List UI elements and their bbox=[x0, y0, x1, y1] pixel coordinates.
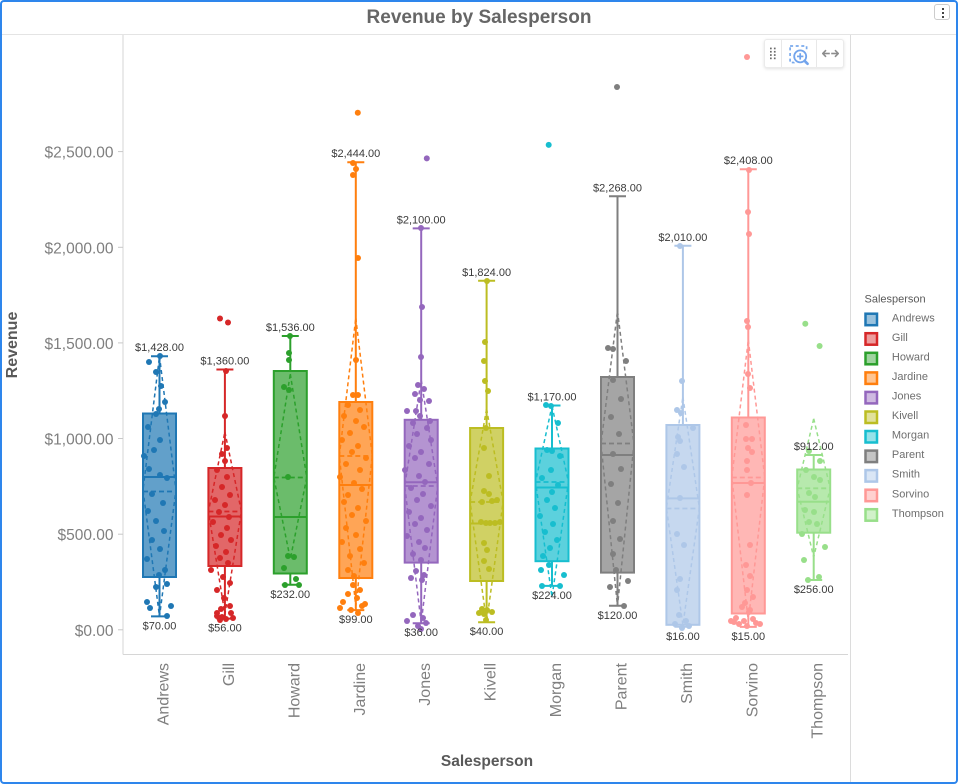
svg-text:$56.00: $56.00 bbox=[208, 623, 242, 635]
svg-text:Jardine: Jardine bbox=[352, 663, 369, 716]
svg-text:Kivell: Kivell bbox=[483, 663, 500, 701]
svg-text:Smith: Smith bbox=[892, 469, 920, 481]
svg-text:$2,408.00: $2,408.00 bbox=[724, 155, 773, 167]
svg-text:Parent: Parent bbox=[892, 449, 924, 461]
svg-text:Gill: Gill bbox=[221, 663, 238, 686]
svg-text:$0.00: $0.00 bbox=[75, 623, 114, 640]
svg-text:Jones: Jones bbox=[417, 663, 434, 706]
svg-text:Revenue: Revenue bbox=[4, 312, 21, 379]
svg-text:$224.00: $224.00 bbox=[532, 590, 572, 602]
svg-text:$2,268.00: $2,268.00 bbox=[593, 182, 642, 194]
svg-text:$2,100.00: $2,100.00 bbox=[397, 214, 446, 226]
svg-text:$1,000.00: $1,000.00 bbox=[45, 432, 114, 449]
svg-text:$1,428.00: $1,428.00 bbox=[135, 342, 184, 354]
svg-text:Sorvino: Sorvino bbox=[744, 663, 761, 717]
svg-text:$99.00: $99.00 bbox=[339, 614, 373, 626]
svg-text:Sorvino: Sorvino bbox=[892, 488, 929, 500]
svg-text:$120.00: $120.00 bbox=[598, 610, 638, 622]
svg-text:Jardine: Jardine bbox=[892, 371, 928, 383]
svg-text:Andrews: Andrews bbox=[156, 663, 173, 725]
svg-text:$256.00: $256.00 bbox=[794, 584, 834, 596]
svg-text:$1,170.00: $1,170.00 bbox=[528, 392, 577, 404]
svg-text:$2,444.00: $2,444.00 bbox=[331, 148, 380, 160]
svg-text:$2,000.00: $2,000.00 bbox=[45, 240, 114, 257]
svg-text:Parent: Parent bbox=[614, 662, 631, 710]
svg-text:$912.00: $912.00 bbox=[794, 441, 834, 453]
svg-text:$1,824.00: $1,824.00 bbox=[462, 267, 511, 279]
svg-text:$2,010.00: $2,010.00 bbox=[658, 232, 707, 244]
svg-text:Smith: Smith bbox=[679, 663, 696, 704]
svg-text:Jones: Jones bbox=[892, 391, 922, 403]
svg-text:Salesperson: Salesperson bbox=[441, 753, 533, 770]
svg-text:Howard: Howard bbox=[286, 663, 303, 718]
svg-text:$500.00: $500.00 bbox=[57, 527, 113, 544]
svg-text:Howard: Howard bbox=[892, 351, 930, 363]
svg-text:Thompson: Thompson bbox=[810, 663, 827, 739]
svg-text:$70.00: $70.00 bbox=[143, 620, 177, 632]
svg-text:$16.00: $16.00 bbox=[666, 631, 700, 643]
svg-text:$232.00: $232.00 bbox=[270, 589, 310, 601]
svg-text:$1,536.00: $1,536.00 bbox=[266, 322, 315, 334]
svg-text:$1,500.00: $1,500.00 bbox=[45, 336, 114, 353]
svg-text:Kivell: Kivell bbox=[892, 410, 918, 422]
svg-text:Morgan: Morgan bbox=[548, 663, 565, 717]
svg-text:$15.00: $15.00 bbox=[731, 631, 765, 643]
svg-text:$1,360.00: $1,360.00 bbox=[200, 356, 249, 368]
svg-text:$40.00: $40.00 bbox=[470, 626, 504, 638]
svg-text:Thompson: Thompson bbox=[892, 508, 944, 520]
svg-text:Salesperson: Salesperson bbox=[865, 294, 926, 306]
svg-text:$36.00: $36.00 bbox=[404, 627, 438, 639]
svg-text:Morgan: Morgan bbox=[892, 430, 929, 442]
svg-text:Gill: Gill bbox=[892, 332, 908, 344]
svg-text:$2,500.00: $2,500.00 bbox=[45, 145, 114, 162]
svg-text:Andrews: Andrews bbox=[892, 312, 935, 324]
